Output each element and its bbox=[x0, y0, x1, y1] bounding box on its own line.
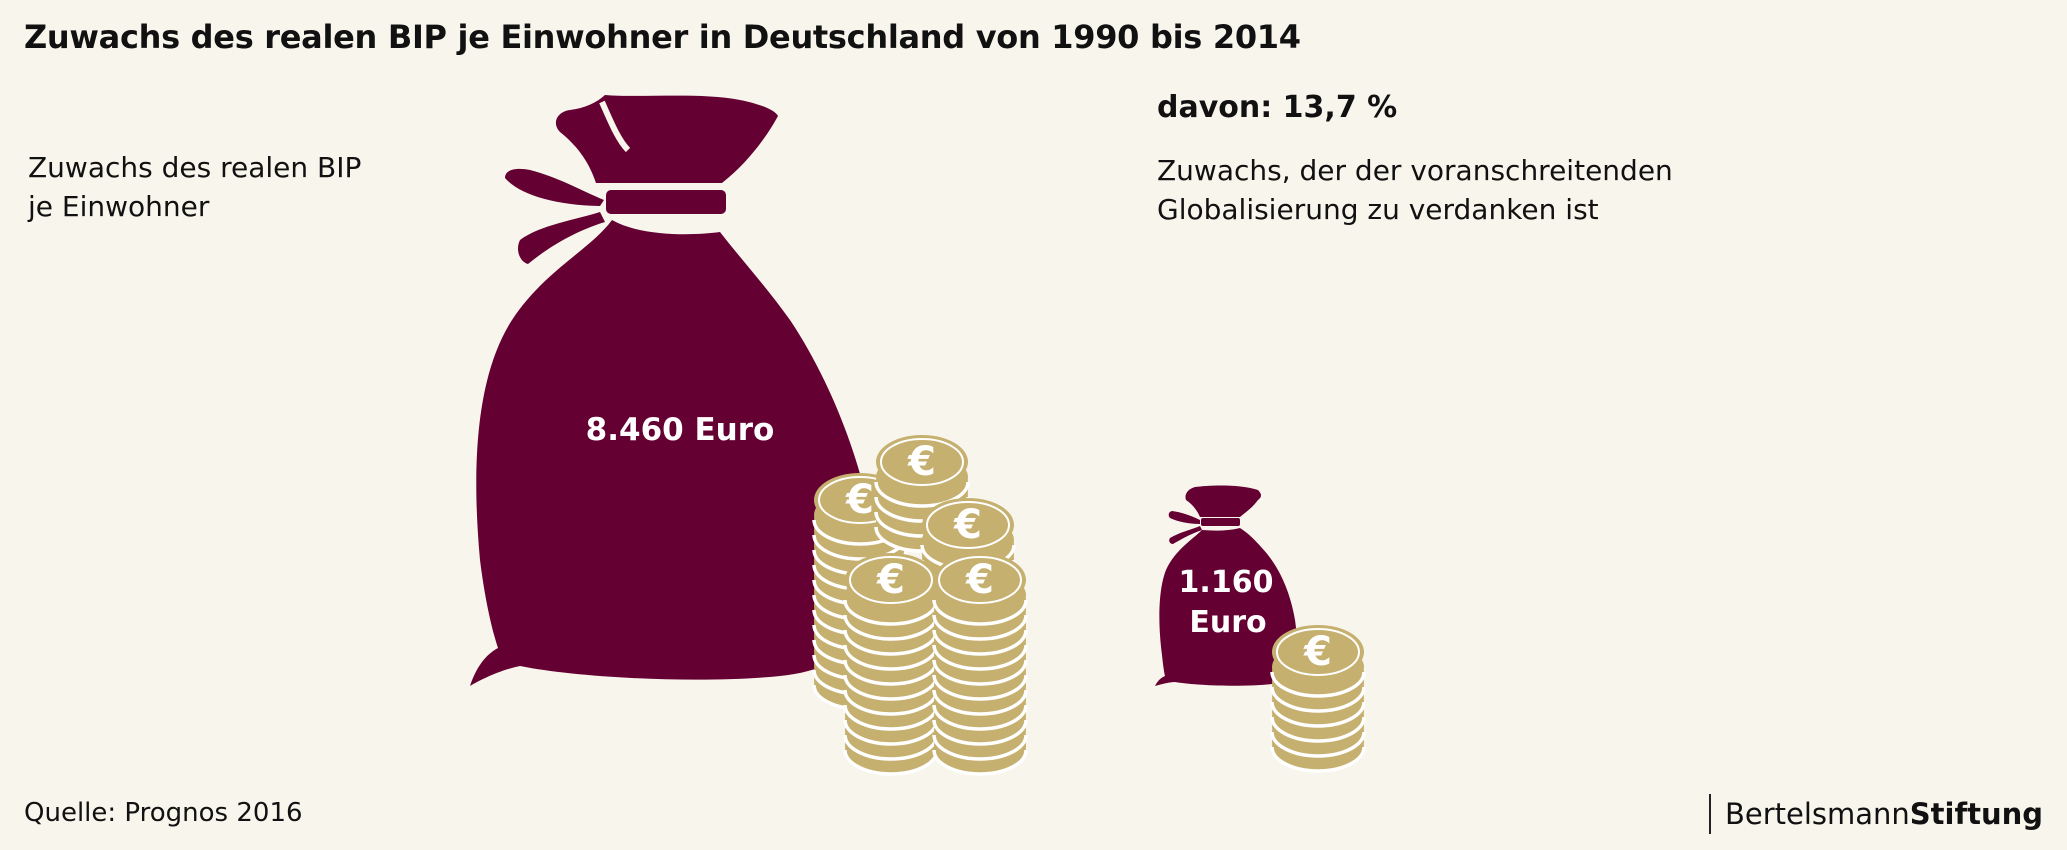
description-line-2: Globalisierung zu verdanken ist bbox=[1157, 193, 1599, 226]
globalization-share: davon: 13,7 % bbox=[1157, 90, 1398, 125]
left-label-line-2: je Einwohner bbox=[28, 190, 210, 223]
globalization-description: Zuwachs, der der voranschreitenden Globa… bbox=[1157, 151, 1673, 229]
small-bag-value-line-2: Euro bbox=[1189, 605, 1266, 640]
description-line-1: Zuwachs, der der voranschreitenden bbox=[1157, 154, 1673, 187]
small-money-bag-icon bbox=[1155, 485, 1298, 686]
big-bag-value: 8.460 Euro bbox=[586, 412, 775, 448]
brand-part-2: Stiftung bbox=[1909, 797, 2043, 831]
small-bag-value-line-1: 1.160 bbox=[1179, 565, 1274, 600]
left-label-line-1: Zuwachs des realen BIP bbox=[28, 151, 362, 184]
brand-part-1: Bertelsmann bbox=[1724, 797, 1910, 831]
euro-coin-stack-small bbox=[1270, 624, 1366, 773]
big-money-bag-icon bbox=[470, 95, 879, 686]
source-note: Quelle: Prognos 2016 bbox=[24, 798, 303, 828]
left-label: Zuwachs des realen BIP je Einwohner bbox=[28, 148, 361, 226]
euro-coin-stacks-large bbox=[812, 434, 1028, 776]
brand-logo: BertelsmannStiftung bbox=[1708, 794, 2043, 834]
chart-title: Zuwachs des realen BIP je Einwohner in D… bbox=[24, 18, 1301, 56]
